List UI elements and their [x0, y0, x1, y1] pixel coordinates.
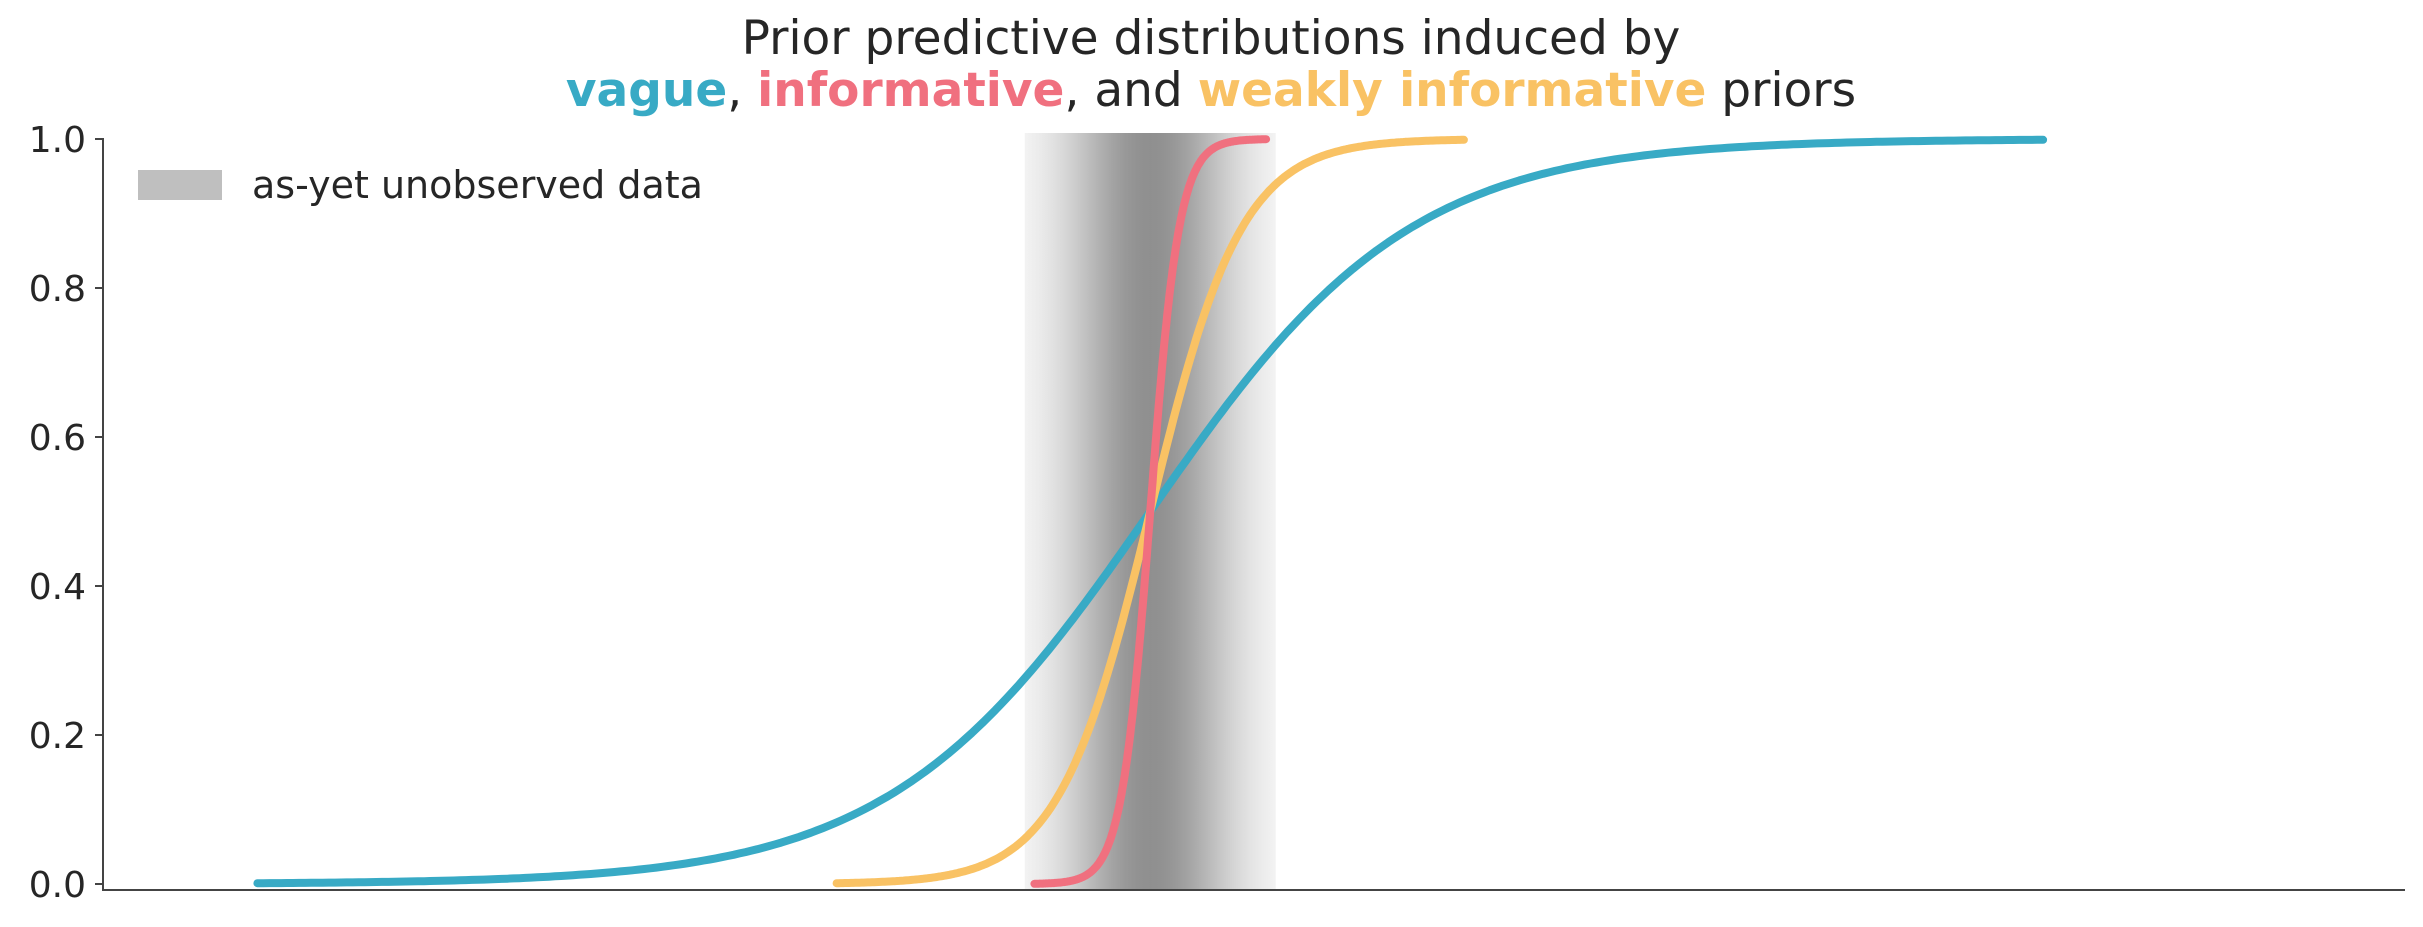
- title-segment-2: informative: [757, 63, 1064, 118]
- series-layer: [253, 135, 2048, 888]
- chart-title-line2: vague, informative, and weakly informati…: [566, 63, 1856, 118]
- title-segment-4: weakly informative: [1198, 63, 1707, 118]
- y-tick-label-0: 0.0: [29, 865, 86, 906]
- y-tick-label-1: 0.2: [29, 716, 86, 757]
- y-axis: 0.0 0.2 0.4 0.6 0.8 1.0: [29, 120, 103, 906]
- title-segment-1: ,: [727, 63, 757, 118]
- legend-swatch-unobserved-data: [138, 170, 222, 200]
- chart-title-line1: Prior predictive distributions induced b…: [742, 11, 1681, 66]
- title-segment-5: priors: [1706, 63, 1856, 118]
- y-tick-label-2: 0.4: [29, 567, 86, 608]
- title-segment-3: , and: [1064, 63, 1197, 118]
- legend: as-yet unobserved data: [138, 163, 703, 207]
- y-tick-label-4: 0.8: [29, 269, 86, 310]
- y-tick-label-5: 1.0: [29, 120, 86, 161]
- legend-label-unobserved-data: as-yet unobserved data: [252, 163, 703, 207]
- title-segment-0: vague: [566, 63, 727, 118]
- y-tick-label-3: 0.6: [29, 418, 86, 459]
- series-line-informative: [1030, 135, 1271, 888]
